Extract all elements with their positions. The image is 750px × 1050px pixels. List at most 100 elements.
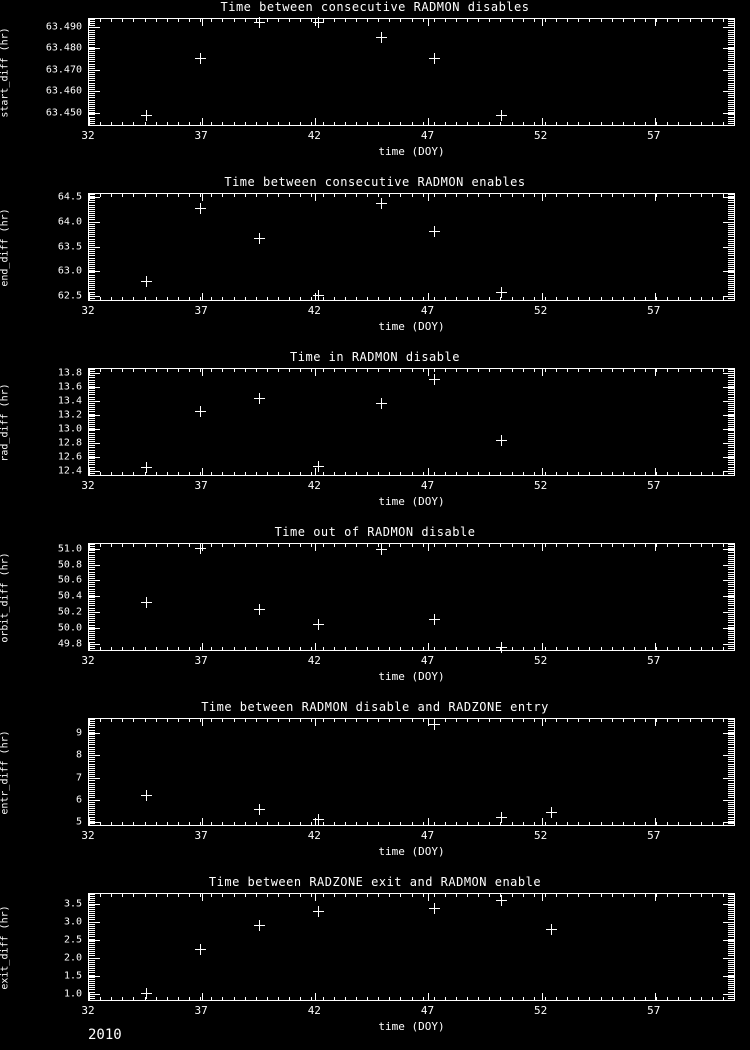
x-minor-tick: [411, 297, 413, 300]
x-major-tick: [428, 194, 430, 201]
data-point: [195, 543, 207, 555]
y-minor-tick: [89, 915, 95, 917]
x-minor-tick: [478, 122, 480, 125]
x-minor-tick: [233, 369, 235, 372]
x-tick-label: 37: [194, 829, 208, 842]
x-minor-tick: [633, 822, 635, 825]
x-minor-tick: [411, 19, 413, 22]
x-minor-tick: [344, 647, 346, 650]
x-major-tick: [428, 643, 430, 650]
y-minor-tick: [89, 603, 95, 605]
x-minor-tick: [278, 544, 280, 547]
y-minor-tick: [728, 650, 734, 651]
x-tick-label: 42: [307, 1004, 321, 1017]
y-minor-tick: [728, 407, 734, 409]
x-minor-tick: [622, 997, 624, 1000]
y-minor-tick: [728, 287, 734, 289]
data-point: [376, 31, 388, 43]
y-minor-tick: [89, 244, 95, 246]
y-minor-tick: [89, 215, 95, 217]
x-tick-label: 57: [647, 129, 661, 142]
x-minor-tick: [344, 122, 346, 125]
x-minor-tick: [100, 894, 102, 897]
y-minor-tick: [728, 719, 734, 720]
y-minor-tick: [728, 84, 734, 86]
x-minor-tick: [233, 997, 235, 1000]
y-major-tick: [723, 799, 734, 801]
y-minor-tick: [89, 472, 95, 474]
y-minor-tick: [728, 424, 734, 426]
y-tick-label: 12.4: [57, 465, 82, 477]
x-minor-tick: [233, 822, 235, 825]
x-minor-tick: [422, 719, 424, 722]
y-minor-tick: [89, 35, 95, 37]
x-minor-tick: [155, 647, 157, 650]
x-minor-tick: [722, 122, 724, 125]
x-minor-tick: [678, 997, 680, 1000]
x-minor-tick: [700, 997, 702, 1000]
x-minor-tick: [100, 472, 102, 475]
x-minor-tick: [544, 894, 546, 897]
y-minor-tick: [728, 210, 734, 212]
x-major-tick: [202, 19, 204, 26]
y-minor-tick: [89, 122, 95, 124]
y-minor-tick: [89, 236, 95, 238]
y-minor-tick: [728, 283, 734, 285]
x-minor-tick: [511, 19, 513, 22]
y-minor-tick: [728, 227, 734, 229]
x-minor-tick: [455, 297, 457, 300]
x-minor-tick: [734, 822, 735, 825]
x-minor-tick: [667, 472, 669, 475]
y-minor-tick: [728, 217, 734, 219]
x-minor-tick: [378, 297, 380, 300]
y-minor-tick: [89, 573, 95, 575]
x-minor-tick: [500, 194, 502, 197]
x-minor-tick: [122, 19, 124, 22]
x-minor-tick: [656, 822, 658, 825]
x-minor-tick: [411, 369, 413, 372]
x-minor-tick: [444, 544, 446, 547]
y-minor-tick: [89, 816, 95, 818]
x-minor-tick: [266, 544, 268, 547]
y-minor-tick: [89, 223, 95, 225]
y-minor-tick: [89, 118, 95, 120]
x-minor-tick: [266, 647, 268, 650]
y-minor-tick: [89, 475, 95, 476]
y-minor-tick: [89, 818, 95, 820]
x-minor-tick: [189, 544, 191, 547]
y-minor-tick: [89, 99, 95, 101]
y-minor-tick: [728, 377, 734, 379]
x-minor-tick: [600, 122, 602, 125]
panel-title: Time between consecutive RADMON enables: [224, 175, 526, 189]
y-tick-label: 63.450: [45, 107, 82, 119]
x-minor-tick: [444, 297, 446, 300]
y-minor-tick: [728, 989, 734, 991]
y-minor-tick: [728, 110, 734, 112]
x-minor-tick: [467, 297, 469, 300]
y-minor-tick: [89, 898, 95, 900]
y-major-tick: [723, 957, 734, 959]
y-minor-tick: [728, 791, 734, 793]
y-minor-tick: [728, 558, 734, 560]
plot-area: [88, 368, 735, 476]
y-minor-tick: [89, 86, 95, 88]
x-minor-tick: [266, 369, 268, 372]
panel-title: Time in RADMON disable: [290, 350, 460, 364]
x-minor-tick: [144, 719, 146, 722]
y-major-tick: [723, 777, 734, 779]
x-tick-label: 52: [534, 304, 548, 317]
y-minor-tick: [728, 1000, 734, 1001]
x-minor-tick: [500, 894, 502, 897]
x-minor-tick: [511, 297, 513, 300]
y-minor-tick: [728, 114, 734, 116]
y-major-tick: [723, 921, 734, 923]
x-minor-tick: [600, 997, 602, 1000]
y-minor-tick: [89, 765, 95, 767]
y-minor-tick: [89, 65, 95, 67]
x-minor-tick: [333, 544, 335, 547]
x-minor-tick: [656, 647, 658, 650]
x-minor-tick: [411, 544, 413, 547]
y-minor-tick: [89, 976, 95, 978]
x-minor-tick: [645, 719, 647, 722]
y-tick-label: 13.4: [57, 395, 82, 407]
